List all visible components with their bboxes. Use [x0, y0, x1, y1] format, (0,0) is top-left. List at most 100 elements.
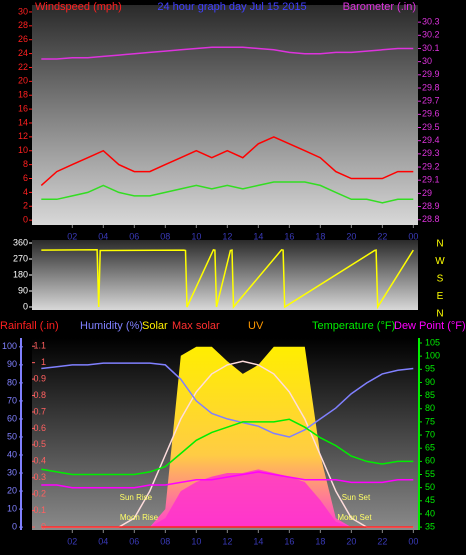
y-tick-label: 360: [13, 237, 28, 247]
y2-tick-label: 100: [425, 351, 440, 361]
x-tick-label: 18: [315, 231, 325, 241]
line: [40, 136, 414, 186]
annotation: Sun Set: [342, 493, 371, 502]
y2-tick-label: 40: [425, 508, 435, 518]
x-tick-label: 06: [129, 231, 139, 241]
legend-entry: UV: [248, 320, 264, 332]
y2-tick-label: 55: [425, 469, 435, 479]
x-tick-label: 00: [408, 536, 418, 546]
y2-tick-label: 95: [425, 364, 435, 374]
y-tick-label: 90: [7, 359, 17, 369]
y3-tick-label: 0.9: [33, 373, 46, 383]
x-tick-label: 22: [377, 231, 387, 241]
y2-tick-label: 29.2: [422, 161, 440, 171]
y-tick-label: 14: [18, 117, 28, 127]
legend-entry: Solar: [142, 320, 168, 332]
x-tick-label: 10: [191, 231, 201, 241]
y-tick-label: 270: [13, 253, 28, 263]
y2-tick-label: 29.3: [422, 148, 440, 158]
y2-tick-label: 65: [425, 443, 435, 453]
y-tick-label: 180: [13, 269, 28, 279]
x-tick-label: 20: [346, 231, 356, 241]
y2-tick-label: 29.4: [422, 135, 440, 145]
x-tick-label: 20: [346, 536, 356, 546]
y2-tick-label: 50: [425, 482, 435, 492]
x-tick-label: 04: [98, 536, 108, 546]
y3-tick-label: 0.1: [33, 505, 46, 515]
x-tick-label: 18: [315, 536, 325, 546]
y3-tick-label: 0.5: [33, 439, 46, 449]
area: [41, 469, 414, 528]
y3-tick-label: 0.4: [33, 456, 46, 466]
y-tick-label: 22: [18, 62, 28, 72]
legend-entry: Rainfall (.in): [0, 320, 59, 332]
y2-tick-label: 29: [422, 188, 432, 198]
x-tick-label: 16: [284, 231, 294, 241]
y-tick-label: 12: [18, 131, 28, 141]
y-tick-label: 30: [7, 467, 17, 477]
y3-tick-label: 0.8: [33, 390, 46, 400]
y2-tick-label: 80: [425, 403, 435, 413]
y2-tick-label: 29.7: [422, 96, 440, 106]
y-tick-label: 2: [23, 201, 28, 211]
y-tick-label: 30: [18, 6, 28, 16]
x-tick-label: 00: [408, 231, 418, 241]
x-tick-label: 14: [253, 536, 263, 546]
x-tick-label: 04: [98, 231, 108, 241]
y2-tick-label: 75: [425, 416, 435, 426]
y2-tick-label: 30: [422, 56, 432, 66]
compass-label: E: [437, 291, 444, 302]
compass-label: W: [435, 256, 445, 267]
x-tick-label: 16: [284, 536, 294, 546]
y2-tick-label: 90: [425, 377, 435, 387]
y-tick-label: 100: [2, 341, 17, 351]
y2-tick-label: 60: [425, 456, 435, 466]
area: [41, 346, 414, 528]
x-tick-label: 12: [222, 231, 232, 241]
y2-tick-label: 30.1: [422, 43, 440, 53]
compass-label: S: [437, 274, 444, 285]
y2-tick-label: 29.6: [422, 109, 440, 119]
x-tick-label: 12: [222, 536, 232, 546]
y2-tick-label: 29.9: [422, 69, 440, 79]
y-tick-label: 0: [12, 521, 17, 531]
x-tick-label: 22: [377, 536, 387, 546]
y3-tick-label: 1: [41, 357, 46, 367]
y-tick-label: 18: [18, 90, 28, 100]
y-tick-label: 6: [23, 173, 28, 183]
annotation: Sun Rise: [120, 493, 153, 502]
y3-tick-label: 0.2: [33, 489, 46, 499]
y-tick-label: 8: [23, 159, 28, 169]
legend-entry: Dew Point (°F): [394, 320, 466, 332]
y2-tick-label: 35: [425, 521, 435, 531]
y2-tick-label: 28.8: [422, 214, 440, 224]
y-tick-label: 20: [18, 76, 28, 86]
x-tick-label: 08: [160, 231, 170, 241]
y2-tick-label: 30.3: [422, 17, 440, 27]
y2-tick-label: 30.2: [422, 30, 440, 40]
y-tick-label: 60: [7, 413, 17, 423]
y2-tick-label: 29.1: [422, 175, 440, 185]
y-axis-label: Windspeed (mph): [35, 1, 122, 13]
y3-tick-label: 0.3: [33, 472, 46, 482]
y-tick-label: 10: [18, 145, 28, 155]
y2-tick-label: 45: [425, 495, 435, 505]
y3-tick-label: 0.7: [33, 406, 46, 416]
y-tick-label: 28: [18, 20, 28, 30]
y2-tick-label: 85: [425, 390, 435, 400]
line: [41, 362, 414, 438]
y2-tick-label: 29.5: [422, 122, 440, 132]
line: [41, 418, 414, 476]
y-tick-label: 24: [18, 48, 28, 58]
chart-title: 24 hour graph day Jul 15 2015: [157, 1, 306, 13]
y-tick-label: 26: [18, 34, 28, 44]
y-tick-label: 10: [7, 503, 17, 513]
annotation: Moon Rise: [120, 513, 159, 522]
y2-tick-label: 105: [425, 337, 440, 347]
y2-tick-label: 70: [425, 429, 435, 439]
x-tick-label: 02: [67, 536, 77, 546]
x-tick-label: 08: [160, 536, 170, 546]
line: [41, 248, 414, 310]
y-tick-label: 80: [7, 377, 17, 387]
